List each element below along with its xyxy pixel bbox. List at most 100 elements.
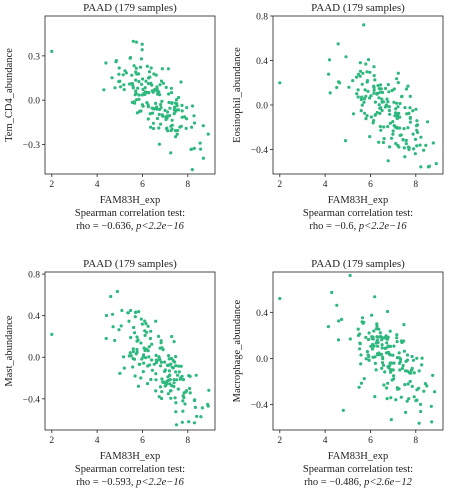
data-point bbox=[172, 381, 176, 385]
data-point bbox=[141, 355, 145, 359]
data-point bbox=[165, 110, 170, 114]
data-point bbox=[361, 71, 365, 75]
data-point bbox=[411, 132, 415, 136]
data-point bbox=[192, 114, 196, 118]
data-point bbox=[143, 319, 147, 323]
data-point bbox=[130, 81, 134, 86]
data-point bbox=[356, 95, 360, 99]
data-point bbox=[129, 335, 133, 340]
data-point bbox=[403, 369, 408, 373]
data-point bbox=[377, 140, 381, 144]
data-point bbox=[394, 107, 398, 111]
data-point bbox=[152, 362, 156, 366]
data-point bbox=[395, 77, 399, 81]
data-point bbox=[366, 337, 371, 342]
data-point bbox=[380, 366, 384, 370]
y-tick-label: 0.0 bbox=[256, 355, 268, 365]
data-point bbox=[408, 115, 412, 120]
data-point bbox=[137, 310, 141, 314]
data-point bbox=[385, 397, 389, 401]
data-point bbox=[409, 371, 413, 375]
data-point bbox=[134, 89, 138, 93]
stat-result: rho = −0.636, p<2.2e−16 bbox=[76, 221, 184, 232]
data-point bbox=[129, 308, 133, 313]
data-point bbox=[392, 361, 396, 365]
data-point bbox=[408, 120, 412, 124]
data-point bbox=[174, 410, 178, 414]
stat-result: rho = −0.486, p<2.6e−12 bbox=[304, 477, 412, 488]
data-point bbox=[391, 132, 395, 136]
x-tick-label: 8 bbox=[185, 180, 190, 190]
data-point bbox=[402, 127, 406, 131]
x-tick-label: 8 bbox=[413, 436, 418, 446]
data-point bbox=[164, 85, 168, 89]
data-point bbox=[372, 88, 376, 92]
data-point bbox=[157, 126, 161, 130]
data-point bbox=[335, 303, 339, 307]
data-point bbox=[104, 313, 109, 318]
data-point bbox=[174, 364, 178, 368]
data-point bbox=[140, 82, 144, 86]
data-point bbox=[183, 115, 187, 119]
data-point bbox=[341, 408, 345, 412]
data-point bbox=[146, 82, 151, 86]
data-point bbox=[159, 341, 163, 345]
data-point bbox=[160, 390, 164, 394]
data-point bbox=[148, 112, 152, 116]
x-tick-label: 6 bbox=[140, 180, 145, 190]
data-point bbox=[372, 65, 376, 69]
data-point bbox=[177, 370, 181, 374]
data-point bbox=[328, 91, 332, 95]
data-point bbox=[402, 146, 406, 150]
data-point bbox=[419, 165, 423, 169]
data-point bbox=[185, 117, 189, 121]
data-point bbox=[167, 92, 171, 96]
panel-title: PAAD (179 samples) bbox=[311, 2, 405, 14]
scatter-panel: PAAD (179 samples) 2 4 6 8 −0.3 0.0 0.3 Tem_CD4_… bbox=[4, 2, 216, 232]
data-point bbox=[386, 83, 390, 87]
data-point bbox=[372, 86, 376, 90]
data-point bbox=[161, 81, 165, 85]
data-point bbox=[154, 378, 158, 382]
data-point bbox=[381, 140, 385, 145]
data-point bbox=[382, 383, 386, 387]
data-point bbox=[401, 137, 405, 142]
data-point bbox=[163, 369, 167, 373]
y-tick-label: 0.4 bbox=[256, 309, 268, 319]
data-point bbox=[133, 374, 137, 378]
data-point bbox=[143, 333, 147, 337]
data-point bbox=[411, 358, 416, 362]
data-point bbox=[130, 100, 134, 104]
data-point bbox=[278, 296, 282, 301]
data-point bbox=[192, 121, 197, 125]
data-point bbox=[380, 338, 384, 342]
data-point bbox=[413, 137, 418, 141]
data-point bbox=[358, 341, 362, 345]
data-point bbox=[356, 72, 361, 76]
data-point bbox=[379, 128, 383, 132]
data-point bbox=[175, 378, 179, 382]
data-point bbox=[366, 58, 371, 62]
data-point bbox=[405, 112, 409, 116]
data-point bbox=[348, 273, 352, 278]
data-point bbox=[357, 385, 361, 389]
data-point bbox=[402, 339, 406, 343]
stat-rho: rho = −0.636, bbox=[76, 221, 136, 232]
data-point bbox=[131, 350, 135, 354]
data-point bbox=[138, 362, 142, 366]
data-point bbox=[399, 133, 403, 137]
data-point bbox=[400, 94, 404, 98]
data-point bbox=[422, 389, 426, 393]
data-point bbox=[110, 312, 115, 316]
data-point bbox=[396, 71, 400, 75]
data-point bbox=[377, 96, 381, 100]
data-point bbox=[150, 368, 154, 372]
data-point bbox=[367, 358, 371, 362]
y-axis-label: Tem_CD4_abundance bbox=[4, 48, 15, 142]
data-point bbox=[170, 365, 174, 369]
data-point bbox=[377, 103, 381, 107]
data-point bbox=[418, 143, 422, 147]
data-point bbox=[396, 105, 400, 109]
data-point bbox=[385, 97, 389, 101]
data-point bbox=[142, 346, 146, 350]
